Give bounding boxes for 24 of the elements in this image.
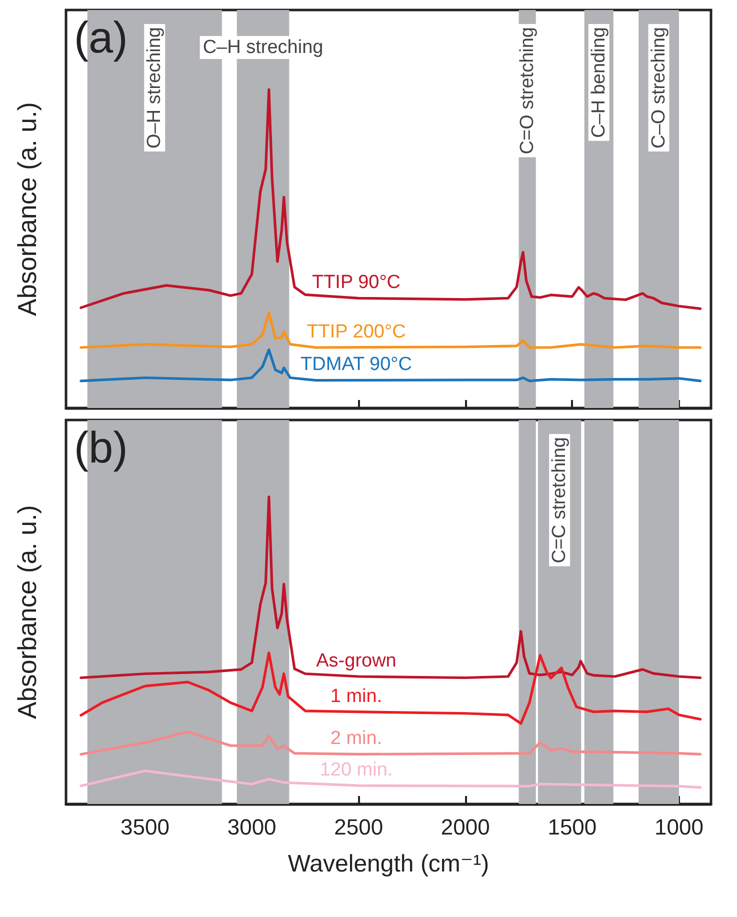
band-label: C=O stretching (516, 27, 538, 154)
x-tick-label: 2000 (440, 814, 490, 840)
band-label: C–H streching (202, 37, 324, 58)
x-axis-title: Wavelength (cm⁻¹) (288, 850, 490, 878)
text: (a) (74, 14, 128, 62)
x-tick-label: 1000 (654, 814, 704, 840)
x-tick-label: 2500 (334, 814, 384, 840)
x-tick-label: 3000 (227, 814, 276, 840)
band-label: C=C stretching (549, 437, 570, 564)
series-label: TTIP 200°C (306, 321, 406, 342)
y-axis-title: Absorbance (a. u.) (12, 102, 42, 316)
series-label: As-grown (316, 650, 396, 672)
series-label: TTIP 90°C (312, 272, 401, 293)
band-label: C–H bending (588, 27, 610, 138)
text: (b) (74, 424, 128, 472)
series-label: 1 min. (330, 686, 382, 707)
series-label: TDMAT 90°C (300, 354, 412, 376)
x-tick-label: 1500 (548, 814, 597, 840)
band-label: C–O streching (648, 27, 670, 148)
band-label: O–H streching (144, 27, 166, 148)
x-tick-label: 3500 (120, 814, 170, 840)
series-label: 2 min. (330, 728, 382, 750)
series-label: 120 min. (320, 759, 393, 780)
y-axis-title: Absorbance (a. u.) (12, 505, 42, 719)
